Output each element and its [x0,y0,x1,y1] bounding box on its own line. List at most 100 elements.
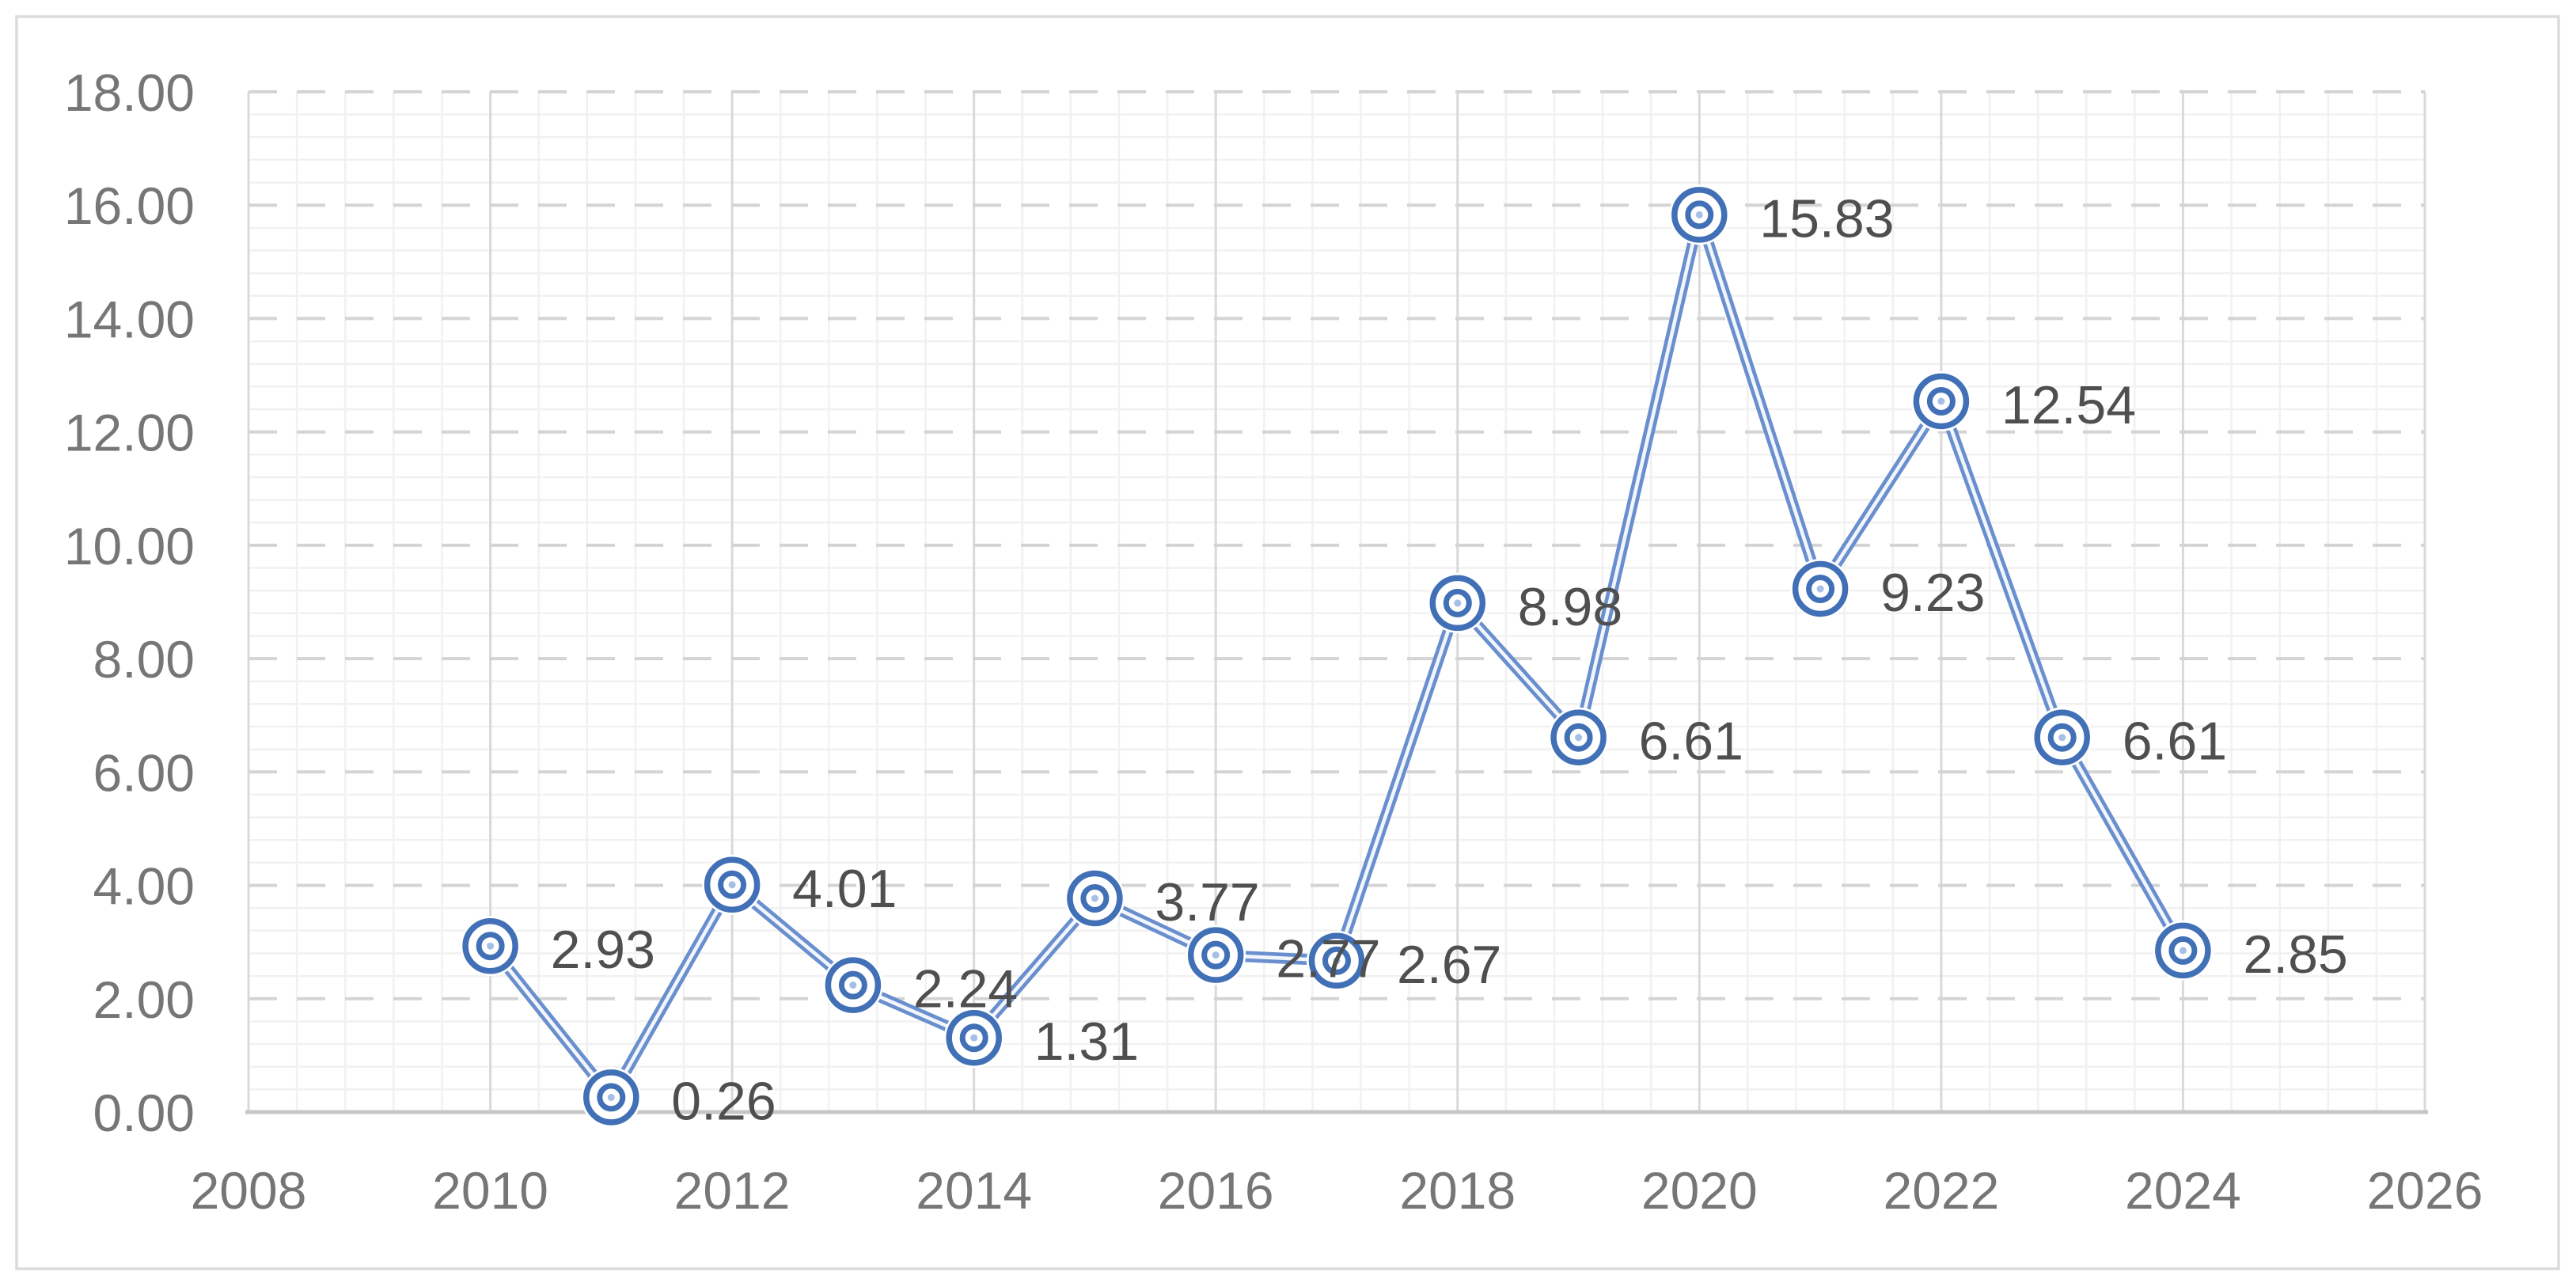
marker-center-dot [1454,599,1462,607]
marker-inner-ring [1564,723,1593,752]
marker-inner-ring [1322,946,1351,975]
marker-center-dot [728,881,736,889]
x-tick-label: 2010 [432,1161,548,1220]
data-label-2017: 2.67 [1397,935,1501,995]
marker-inner-ring [1080,884,1110,913]
marker-center-dot [1333,957,1341,965]
data-point-2012[interactable] [702,854,763,915]
x-tick-label: 2026 [2367,1161,2483,1220]
x-tick-label: 2016 [1158,1161,1274,1220]
data-label-2011: 0.26 [671,1071,776,1131]
y-tick-label: 4.00 [93,857,195,916]
marker-outer-ring [946,1009,1002,1066]
y-tick-label: 0.00 [93,1084,195,1142]
gridlines-minor [248,92,2425,1112]
marker-outer-ring [1671,187,1728,243]
data-point-2018[interactable] [1427,572,1488,633]
marker-outer-ring [2155,922,2211,979]
marker-center-dot [1695,211,1703,218]
data-label-2024: 2.85 [2243,924,2347,985]
marker-inner-ring [1926,387,1956,416]
y-tick-label: 8.00 [93,630,195,689]
data-point-2020[interactable] [1669,184,1730,245]
marker-center-dot [1937,397,1945,405]
x-tick-label: 2014 [916,1161,1032,1220]
gridlines-major-horizontal [248,90,2425,1000]
marker-inner-ring [718,870,747,899]
data-point-2010[interactable] [460,916,521,977]
x-tick-label: 2024 [2125,1161,2241,1220]
marker-inner-ring [476,932,505,961]
x-axis-tick-labels: 2008 2010 2012 2014 2016 2018 2020 2022 2024 2026 [191,1161,2483,1220]
marker-inner-ring [1201,940,1231,970]
marker-inner-ring [1685,200,1714,230]
marker-outer-ring [1792,560,1849,617]
data-points [460,184,2214,1128]
marker-center-dot [1816,585,1824,593]
marker-inner-ring [597,1083,626,1112]
x-tick-label: 2018 [1399,1161,1516,1220]
data-label-2019: 6.61 [1639,712,1743,772]
data-label-2010: 2.93 [551,920,655,980]
y-tick-label: 2.00 [93,970,195,1029]
data-point-2023[interactable] [2032,707,2092,768]
data-point-2011[interactable] [581,1067,642,1128]
marker-outer-ring [583,1069,639,1126]
data-point-2021[interactable] [1790,559,1851,619]
data-point-2013[interactable] [822,955,883,1016]
marker-outer-ring [1067,870,1123,927]
x-tick-label: 2012 [674,1161,791,1220]
data-point-2015[interactable] [1064,868,1125,928]
marker-center-dot [1575,734,1583,742]
marker-inner-ring [2047,723,2077,752]
data-point-2024[interactable] [2153,920,2214,981]
x-tick-label: 2022 [1883,1161,1999,1220]
marker-center-dot [849,981,857,989]
data-label-2015: 3.77 [1155,872,1259,932]
marker-inner-ring [2168,936,2198,965]
marker-center-dot [2179,947,2187,955]
marker-outer-ring [825,957,882,1013]
data-label-2023: 6.61 [2123,712,2227,772]
marker-outer-ring [462,917,518,974]
data-point-2017[interactable] [1307,930,1367,991]
marker-outer-ring [2034,709,2090,765]
marker-inner-ring [1443,588,1472,617]
marker-inner-ring [838,970,867,1000]
marker-center-dot [970,1034,978,1042]
y-tick-label: 14.00 [64,290,195,348]
x-tick-label: 2008 [191,1161,307,1220]
gridlines-major-vertical [247,92,2426,1112]
marker-outer-ring [1550,709,1607,765]
marker-outer-ring [1429,575,1486,632]
x-tick-label: 2020 [1641,1161,1758,1220]
marker-center-dot [607,1093,615,1101]
data-point-2019[interactable] [1548,707,1609,768]
marker-center-dot [1212,951,1220,959]
marker-inner-ring [1806,575,1835,603]
data-label-2020: 15.83 [1759,188,1894,249]
marker-outer-ring [1308,932,1365,989]
marker-outer-ring [704,856,761,913]
marker-center-dot [1091,894,1098,902]
y-tick-label: 6.00 [93,743,195,802]
data-label-2012: 4.01 [792,859,897,919]
data-point-2016[interactable] [1186,924,1246,985]
data-label-2016: 2.77 [1276,929,1380,989]
y-tick-label: 18.00 [64,63,195,122]
y-tick-label: 16.00 [64,177,195,235]
data-point-2022[interactable] [1910,371,1971,431]
data-label-2018: 8.98 [1518,577,1622,637]
data-label-2014: 1.31 [1034,1012,1139,1072]
data-label-2021: 9.23 [1880,563,1985,623]
data-point-2014[interactable] [943,1008,1004,1069]
y-axis-tick-labels: 0.00 2.00 4.00 6.00 8.00 10.00 12.00 14.00 16.00… [64,63,195,1142]
y-tick-label: 10.00 [64,517,195,575]
marker-inner-ring [959,1023,988,1053]
data-label-2013: 2.24 [913,959,1018,1019]
marker-center-dot [2058,734,2066,742]
y-tick-label: 12.00 [64,404,195,462]
